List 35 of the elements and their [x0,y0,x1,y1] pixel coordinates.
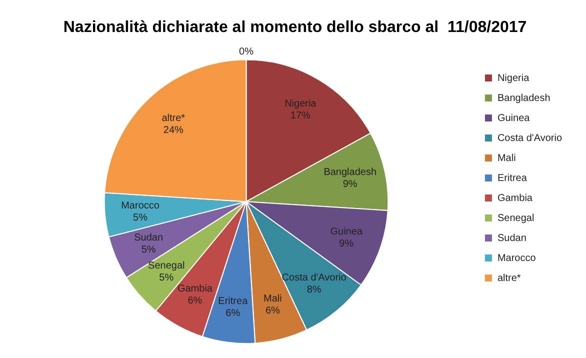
legend-label: Senegal [497,212,534,224]
legend-label: altre* [497,272,521,284]
data-label: 6% [226,308,240,319]
data-label: 17% [290,110,311,122]
data-label: 5% [159,272,174,284]
chart-title: Nazionalità dichiarate al momento dello sbarco al 11/08/2017 [63,19,527,36]
slice-label: Sudan [134,232,164,244]
legend-label: Eritrea [497,172,528,184]
slice-label: Marocco [121,200,160,212]
slice-label: altre* [162,112,186,124]
legend-label: Gambia [497,192,533,204]
legend-label: Mali [497,152,516,164]
legend-label: Guinea [497,112,530,124]
data-label: 9% [339,238,354,250]
data-label: 6% [265,305,280,316]
data-label: 9% [342,179,358,190]
legend-label: Marocco [497,252,536,264]
data-label: 5% [133,212,148,224]
legend-label: Costa d'Avorio [497,132,562,144]
slice-label: Mali [264,293,282,304]
slice-label: Eritrea [218,296,248,307]
data-label: 8% [306,284,322,296]
slice-label: Gambia [177,284,213,295]
slice-label: Guinea [330,226,363,238]
slice-label: Bangladesh [324,167,377,178]
data-label: 6% [188,296,202,307]
slice-label: Senegal [148,260,185,272]
slice-label: Costa d'Avorio [282,272,347,284]
data-label: 24% [163,124,184,136]
legend-label: Bangladesh [497,92,550,104]
legend-label: Sudan [497,232,526,244]
legend-label: Nigeria [497,72,530,84]
text: 0% [239,46,254,58]
slice-label: Nigeria [284,98,317,110]
data-label: 5% [141,244,156,256]
